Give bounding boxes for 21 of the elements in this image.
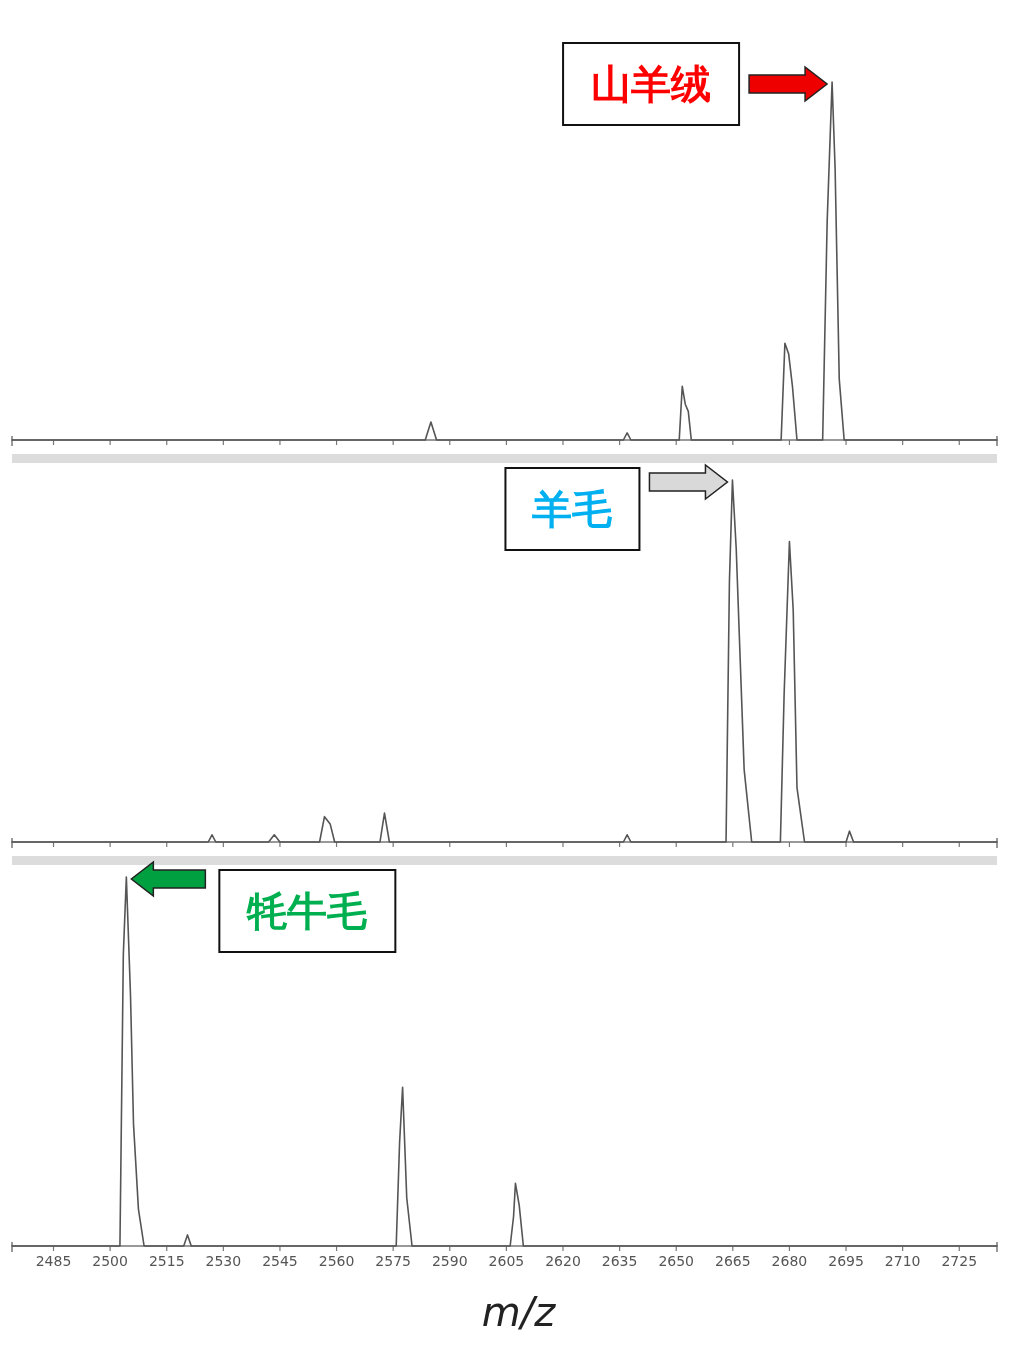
annotation: 牦牛毛 — [246, 888, 368, 934]
x-tick-label: 2545 — [262, 1253, 298, 1269]
x-tick-label: 2590 — [431, 1253, 468, 1269]
x-tick-label: 2725 — [941, 1253, 978, 1269]
annotation: 山羊绒 — [591, 61, 712, 107]
x-tick-label: 2665 — [715, 1253, 751, 1269]
x-axis-title: m/z — [481, 1289, 557, 1335]
x-tick-label: 2605 — [488, 1253, 525, 1269]
x-tick-label: 2650 — [658, 1253, 695, 1269]
annotation: 羊毛 — [531, 486, 613, 532]
x-tick-label: 2500 — [92, 1253, 128, 1269]
x-tick-label: 2710 — [884, 1253, 921, 1269]
x-tick-label: 2695 — [828, 1253, 864, 1269]
x-tick-label: 2680 — [771, 1253, 808, 1269]
x-tick-label: 2560 — [318, 1253, 355, 1269]
x-tick-label: 2620 — [545, 1253, 581, 1269]
x-tick-label: 2485 — [35, 1253, 72, 1269]
x-tick-label: 2530 — [205, 1253, 242, 1269]
x-tick-label: 2515 — [148, 1253, 185, 1269]
x-tick-label: 2635 — [601, 1253, 638, 1269]
x-tick-label: 2575 — [375, 1253, 411, 1269]
